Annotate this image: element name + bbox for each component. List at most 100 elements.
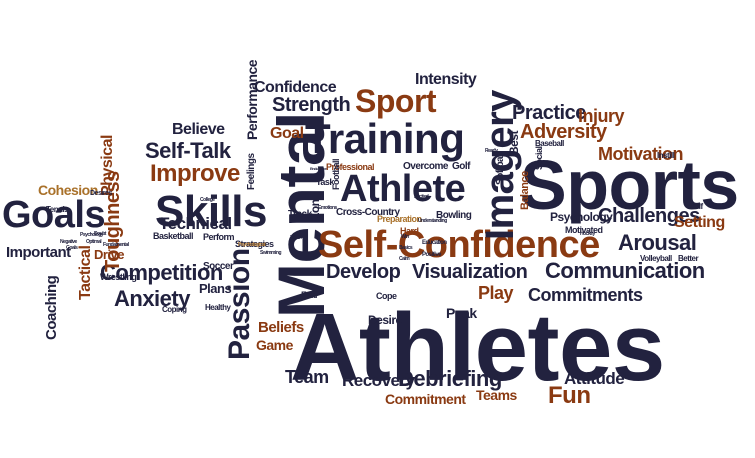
word-basics: Basics [399,245,413,251]
word-communication: Communication [545,258,705,283]
word-soccer: Soccer [203,261,234,272]
word-fear: Fear [301,290,319,300]
word-adversity: Adversity [520,121,607,143]
word-commitment: Commitment [385,391,466,407]
word-ready: Ready [485,148,498,154]
word-goal: Goal [270,125,304,142]
word-fun: Fun [548,382,591,409]
word-important: Important [6,244,71,261]
word-injury: Injury [578,106,625,126]
word-strategies: Strategies [235,239,274,249]
word-task: Task [316,177,334,187]
word-college: College [200,197,215,203]
word-cohesion: Cohesion [38,182,98,198]
word-cross-country: Cross-Country [336,207,400,218]
word-feelings: Feelings [246,153,257,190]
word-swimming: Swimming [260,250,282,256]
word-confidence: Confidence [254,79,337,96]
word-psychology: Psychology [80,232,104,238]
word-doubt: Doubt [94,231,106,237]
word-desire: Desire [368,313,402,327]
word-emotions: Emotions [318,205,337,211]
word-practice: Practice [512,102,586,124]
word-challenges: Challenges [598,205,700,227]
word-understanding: Understanding [418,218,447,224]
word-goals: Goals [2,194,106,236]
word-teams: Teams [476,387,517,403]
word-visualization: Visualization [412,261,528,283]
word-peak: Peak [446,305,477,321]
word-motivated: Motivated [565,225,603,235]
word-balance: Balance [519,171,531,210]
word-preparation: Preparation [377,214,422,224]
word-endurance: Endurance [310,166,327,171]
word-training: Training [305,115,465,162]
word-play: Play [478,283,514,303]
word-anxiety: Anxiety [114,286,190,311]
word-drive: Drive [94,247,125,262]
word-healthy: Healthy [205,303,231,312]
word-professional: Professional [326,162,375,172]
word-arousal: Arousal [618,230,697,255]
word-basketball: Basketball [153,231,194,241]
word-volleyball: Volleyball [640,254,672,263]
word-baseball: Baseball [535,139,564,148]
word-goals: Goals [66,245,78,251]
word-game: Game [256,337,293,353]
word-skills: Skills [155,187,267,236]
word-improve: Improve [150,160,240,187]
word-desires: Desires [90,190,112,197]
word-social: Social [534,146,544,170]
word-motivation: Motivation [598,144,684,164]
word-tactical: Tactical [77,245,94,300]
word-coping: Coping [162,305,187,314]
word-self-confidence: Self-Confidence [318,224,600,266]
word-better: Better [678,254,699,263]
word-plans: Plans [199,281,232,296]
word-athletes: Athletes [290,294,665,401]
word-competition: Competition [100,260,223,285]
word-strength: Strength [272,94,351,116]
word-softball: Softball [495,152,506,185]
word-overcome: Overcome [403,161,448,172]
word-calm: Calm [399,256,410,262]
word-football: Football [331,159,341,190]
word-negative: Negative [60,239,77,245]
word-technical: Technical [159,214,232,233]
word-debriefing: Debriefing [398,366,502,391]
word-youth: Youth [290,235,302,241]
word-performance: Performance [244,59,260,140]
word-track: Track [288,209,312,220]
word-bowling: Bowling [436,210,472,221]
word-fundamental: Fundamental [103,242,129,248]
word-education: Education [422,240,447,246]
word-self-talk: Self-Talk [145,138,231,163]
word-beliefs: Beliefs [258,319,304,336]
word-tennis: Tennis [46,205,69,214]
word-optimal: Optimal [86,239,102,245]
word-recovery: Recovery [342,371,415,390]
word-instill: Instill [657,151,675,160]
word-attitude: Attitude [564,369,625,388]
word-sport: Sport [355,83,437,119]
word-cope: Cope [376,291,397,301]
word-believe: Believe [172,121,225,138]
word-hard: Hard [400,226,419,236]
word-win: Win [401,234,409,240]
word-develop: Develop [326,261,401,283]
word-self: Self [690,202,703,211]
word-sports: Sports [520,146,739,224]
word-psychology: Psychology [550,210,613,224]
word-psychological: Psychological [238,242,266,248]
word-coaching: Coaching [43,275,60,340]
word-commitments: Commitments [528,285,643,305]
word-perform: Perform [203,232,235,242]
word-intensity: Intensity [415,71,477,88]
word-physical: Physical [99,135,116,196]
word-hockey: Hockey [580,231,595,237]
word-team: Team [285,367,329,387]
word-excited: Excited [414,194,429,200]
word-wrestling: Wrestling [100,272,137,282]
word-best: Best [507,130,521,155]
